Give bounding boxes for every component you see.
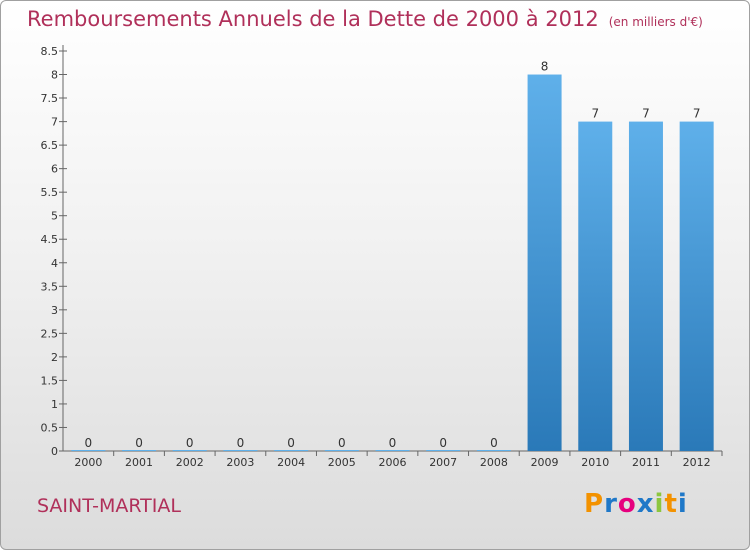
- x-tick-label: 2006: [379, 456, 407, 469]
- data-label: 0: [85, 436, 93, 450]
- logo-letter: x: [636, 489, 655, 519]
- data-label: 7: [693, 107, 701, 121]
- x-tick-label: 2001: [125, 456, 153, 469]
- bar: [426, 450, 461, 451]
- data-label: 7: [591, 107, 599, 121]
- bar: [172, 450, 207, 451]
- bar: [476, 450, 511, 451]
- x-tick-label: 2012: [683, 456, 711, 469]
- x-tick-label: 2005: [328, 456, 356, 469]
- bar: [578, 121, 613, 452]
- y-tick-label: 4.5: [41, 233, 59, 246]
- bar: [71, 450, 106, 451]
- x-tick-label: 2011: [632, 456, 660, 469]
- y-tick-label: 7: [51, 116, 58, 129]
- y-tick-label: 7.5: [41, 92, 59, 105]
- logo-letter: o: [617, 489, 637, 519]
- bar: [274, 450, 309, 451]
- x-tick-label: 2008: [480, 456, 508, 469]
- bar: [375, 450, 410, 451]
- data-label: 0: [135, 436, 143, 450]
- data-label: 0: [338, 436, 346, 450]
- logo-letter: P: [584, 489, 605, 519]
- y-tick-label: 3: [51, 304, 58, 317]
- data-label: 0: [389, 436, 397, 450]
- y-tick-label: 2: [51, 351, 58, 364]
- logo-letter: t: [664, 489, 678, 519]
- y-tick-label: 6.5: [41, 139, 59, 152]
- y-tick-label: 3.5: [41, 280, 59, 293]
- x-tick-label: 2003: [226, 456, 254, 469]
- y-tick-label: 5: [51, 210, 58, 223]
- x-tick-label: 2010: [581, 456, 609, 469]
- y-tick-label: 6: [51, 163, 58, 176]
- y-tick-label: 8: [51, 69, 58, 82]
- bar: [527, 74, 562, 451]
- chart-title: Remboursements Annuels de la Dette de 20…: [27, 7, 703, 31]
- y-tick-label: 8.5: [41, 45, 59, 58]
- bar: [223, 450, 258, 451]
- x-tick-label: 2002: [176, 456, 204, 469]
- x-tick-label: 2004: [277, 456, 305, 469]
- y-tick-label: 0: [51, 445, 58, 458]
- data-label: 0: [287, 436, 295, 450]
- proxiti-logo: Proxiti: [584, 489, 688, 519]
- logo-letter: i: [677, 489, 688, 519]
- y-tick-label: 0.5: [41, 421, 59, 434]
- y-tick-label: 4: [51, 257, 58, 270]
- logo-letter: r: [604, 489, 618, 519]
- bar: [628, 121, 663, 452]
- data-label: 8: [541, 60, 549, 74]
- x-tick-label: 2009: [531, 456, 559, 469]
- data-label: 7: [642, 107, 650, 121]
- title-text: Remboursements Annuels de la Dette de 20…: [27, 7, 599, 31]
- data-label: 0: [490, 436, 498, 450]
- bar: [122, 450, 157, 451]
- y-tick-label: 2.5: [41, 327, 59, 340]
- data-label: 0: [439, 436, 447, 450]
- data-label: 0: [237, 436, 245, 450]
- y-tick-label: 5.5: [41, 186, 59, 199]
- data-label: 0: [186, 436, 194, 450]
- y-tick-label: 1: [51, 398, 58, 411]
- unit-label: (en milliers d'€): [608, 15, 703, 29]
- y-tick-label: 1.5: [41, 374, 59, 387]
- bar: [679, 121, 714, 452]
- commune-name: SAINT-MARTIAL: [37, 495, 181, 517]
- bar: [324, 450, 359, 451]
- logo-letter: i: [654, 489, 665, 519]
- x-tick-label: 2000: [74, 456, 102, 469]
- x-tick-label: 2007: [429, 456, 457, 469]
